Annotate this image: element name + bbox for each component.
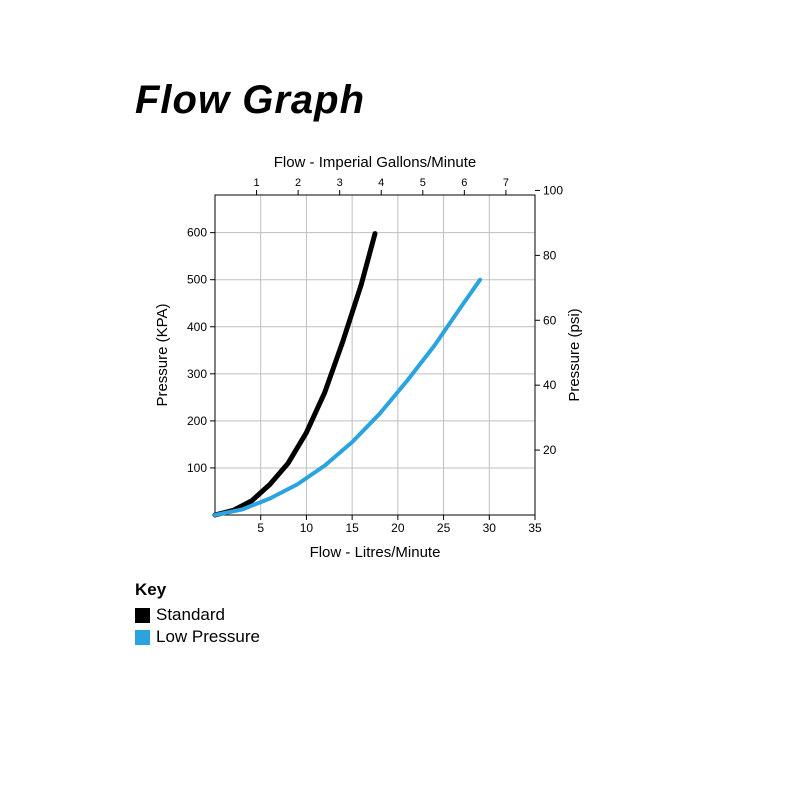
svg-text:60: 60 bbox=[543, 313, 557, 327]
svg-text:15: 15 bbox=[345, 521, 359, 535]
legend-label: Low Pressure bbox=[156, 626, 260, 648]
page-title: Flow Graph bbox=[135, 78, 365, 123]
svg-text:Pressure (KPA): Pressure (KPA) bbox=[154, 303, 171, 406]
legend: Key Standard Low Pressure bbox=[135, 580, 260, 648]
svg-text:7: 7 bbox=[503, 177, 509, 189]
svg-text:100: 100 bbox=[187, 461, 207, 475]
svg-text:6: 6 bbox=[461, 177, 467, 189]
svg-text:Flow - Imperial Gallons/Minute: Flow - Imperial Gallons/Minute bbox=[274, 154, 477, 171]
legend-swatch-low-pressure bbox=[135, 630, 150, 645]
legend-item: Standard bbox=[135, 604, 260, 626]
svg-text:20: 20 bbox=[391, 521, 405, 535]
svg-text:20: 20 bbox=[543, 443, 557, 457]
svg-text:35: 35 bbox=[528, 521, 542, 535]
svg-text:300: 300 bbox=[187, 367, 207, 381]
flow-chart: 5 10 15 20 25 30 35 Flow - Litres/Minute 1 2 3 4 5 6 7… bbox=[130, 145, 600, 570]
legend-label: Standard bbox=[156, 604, 225, 626]
svg-text:400: 400 bbox=[187, 320, 207, 334]
svg-text:40: 40 bbox=[543, 378, 557, 392]
svg-text:2: 2 bbox=[295, 177, 301, 189]
flow-chart-svg: 5 10 15 20 25 30 35 Flow - Litres/Minute 1 2 3 4 5 6 7… bbox=[130, 145, 600, 565]
legend-item: Low Pressure bbox=[135, 626, 260, 648]
svg-text:600: 600 bbox=[187, 226, 207, 240]
svg-text:Pressure (psi): Pressure (psi) bbox=[566, 308, 583, 401]
svg-text:5: 5 bbox=[420, 177, 426, 189]
svg-text:1: 1 bbox=[253, 177, 259, 189]
svg-text:5: 5 bbox=[257, 521, 264, 535]
legend-swatch-standard bbox=[135, 608, 150, 623]
svg-text:30: 30 bbox=[483, 521, 497, 535]
legend-title: Key bbox=[135, 580, 260, 600]
svg-text:3: 3 bbox=[337, 177, 343, 189]
svg-text:4: 4 bbox=[378, 177, 384, 189]
svg-text:80: 80 bbox=[543, 248, 557, 262]
svg-text:Flow - Litres/Minute: Flow - Litres/Minute bbox=[310, 544, 441, 561]
svg-text:100: 100 bbox=[543, 183, 563, 197]
svg-text:10: 10 bbox=[300, 521, 314, 535]
svg-text:200: 200 bbox=[187, 414, 207, 428]
svg-text:25: 25 bbox=[437, 521, 451, 535]
svg-text:500: 500 bbox=[187, 273, 207, 287]
